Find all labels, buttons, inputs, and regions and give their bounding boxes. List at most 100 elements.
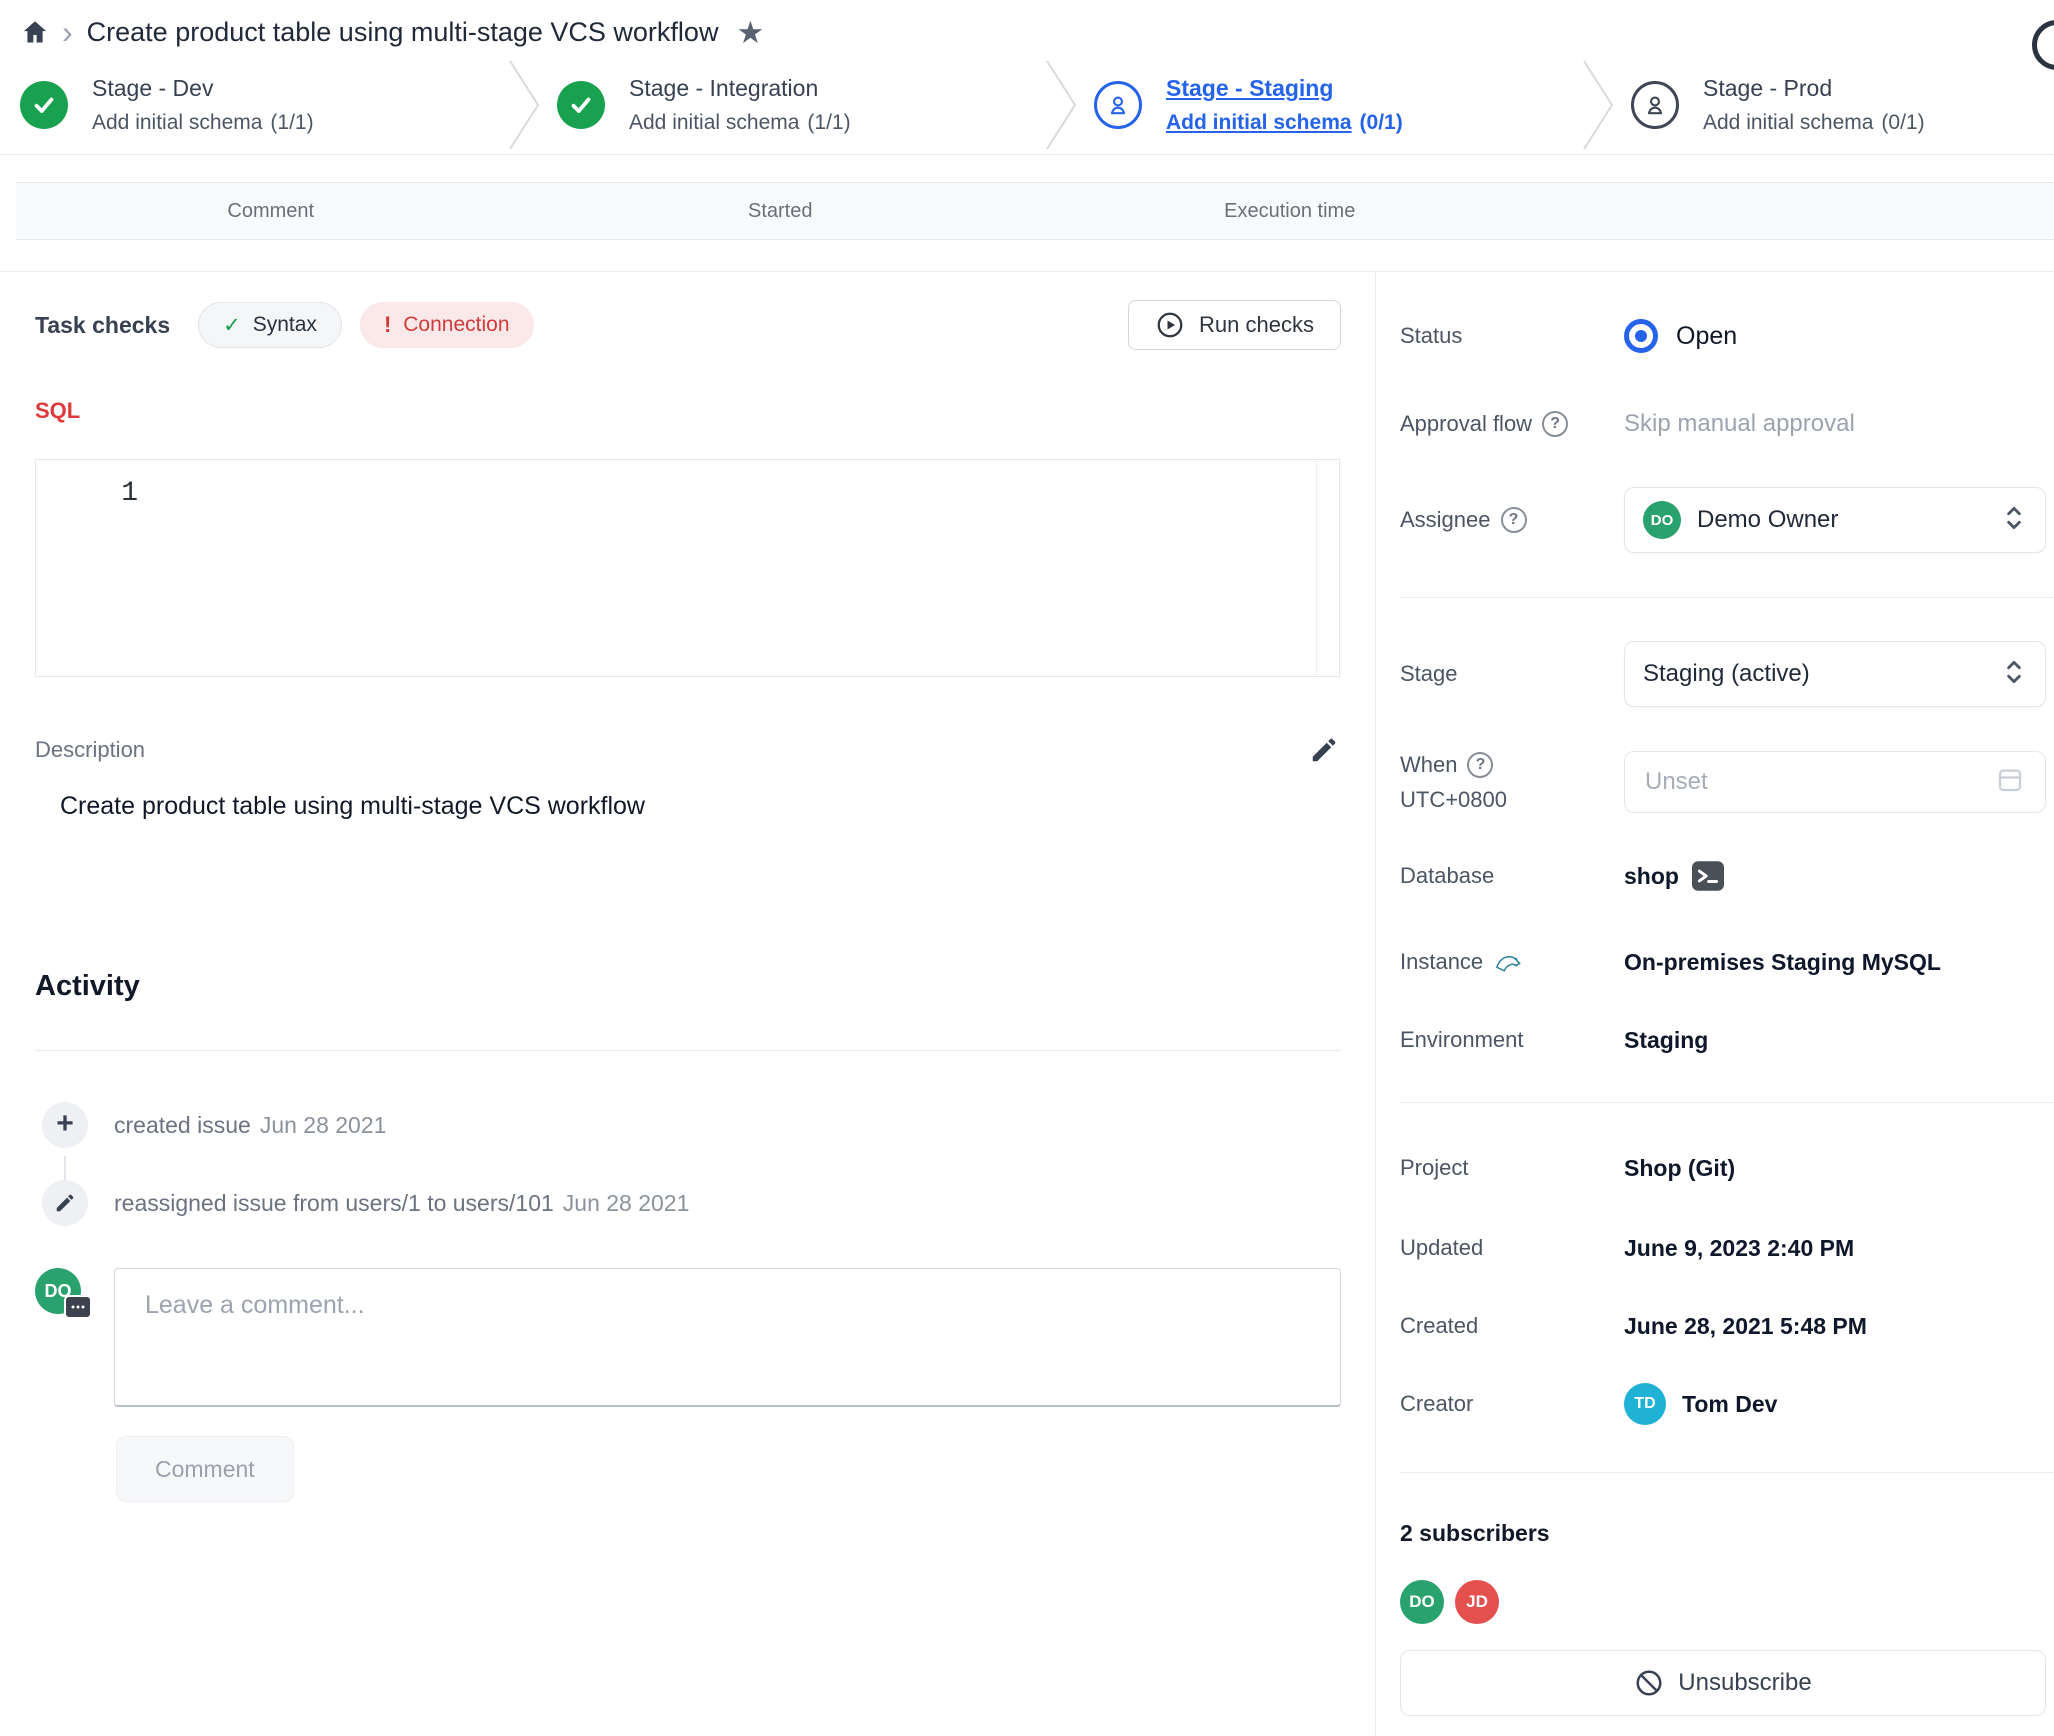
breadcrumb-chevron-icon: ›	[62, 14, 73, 50]
database-label: Database	[1400, 863, 1495, 888]
breadcrumb: › Create product table using multi-stage…	[20, 12, 764, 52]
activity-action: created issue	[114, 1111, 251, 1138]
status-row: Status Open	[1400, 312, 2046, 360]
sql-console-icon[interactable]	[1691, 861, 1724, 891]
current-user-avatar: DO	[35, 1268, 92, 1319]
sql-editor[interactable]: 1	[35, 459, 1340, 677]
project-value: Shop (Git)	[1624, 1154, 1736, 1181]
approval-flow-label: Approval flow	[1400, 411, 1533, 436]
when-placeholder: Unset	[1645, 768, 1708, 795]
stage-separator	[1027, 59, 1094, 151]
stage-task-count: (0/1)	[1359, 111, 1403, 134]
chat-bubble-icon	[64, 1295, 92, 1319]
when-row: When ? UTC+0800 Unset	[1400, 750, 2046, 814]
stage-task-count: (0/1)	[1881, 111, 1925, 134]
instance-row: Instance On-premises Staging MySQL	[1400, 938, 2046, 986]
sidebar-divider	[1400, 597, 2054, 598]
description-header: Description	[35, 730, 1341, 770]
star-icon[interactable]: ★	[736, 14, 765, 50]
stage-person-icon	[1094, 81, 1142, 129]
check-icon: ✓	[223, 313, 241, 337]
created-label: Created	[1400, 1313, 1479, 1338]
updown-chevron-icon	[2001, 657, 2027, 692]
database-value: shop	[1624, 862, 1679, 889]
activity-item-reassigned: reassigned issue from users/1 to users/1…	[42, 1180, 689, 1226]
task-checks-label: Task checks	[35, 311, 171, 338]
subscribers-avatars: DO JD	[1400, 1580, 1499, 1624]
assignee-value: Demo Owner	[1697, 506, 1839, 533]
stage-staging[interactable]: Stage - Staging Add initial schema (0/1)	[1094, 75, 1564, 135]
activity-action: reassigned issue from users/1 to users/1…	[114, 1189, 554, 1216]
updated-value: June 9, 2023 2:40 PM	[1624, 1234, 1855, 1261]
assignee-row: Assignee ? DO Demo Owner	[1400, 486, 2046, 554]
syntax-check-badge[interactable]: ✓ Syntax	[198, 302, 342, 348]
task-checks-row: Task checks ✓ Syntax ! Connection Run ch…	[35, 300, 1341, 350]
status-label: Status	[1400, 323, 1463, 348]
play-circle-icon	[1155, 310, 1185, 340]
assignee-select[interactable]: DO Demo Owner	[1624, 487, 2046, 553]
stage-integration[interactable]: Stage - Integration Add initial schema (…	[557, 75, 1027, 135]
activity-heading: Activity	[35, 970, 140, 1002]
run-checks-button[interactable]: Run checks	[1128, 300, 1341, 350]
home-icon[interactable]	[20, 17, 50, 47]
environment-row: Environment Staging	[1400, 1016, 2046, 1064]
stage-person-icon	[1631, 81, 1679, 129]
status-radio[interactable]	[1624, 319, 1658, 353]
column-started: Started	[748, 199, 813, 222]
question-icon[interactable]: ?	[1542, 411, 1569, 437]
sidebar-divider	[1400, 1472, 2054, 1473]
stage-task-count: (1/1)	[270, 111, 314, 134]
sql-line-number: 1	[121, 478, 138, 509]
task-table-header: Comment Started Execution time	[16, 182, 2054, 240]
unsubscribe-button[interactable]: Unsubscribe	[1400, 1650, 2046, 1716]
stage-task-link[interactable]: Add initial schema	[1166, 111, 1352, 134]
stage-select[interactable]: Staging (active)	[1624, 641, 2046, 707]
page-title: Create product table using multi-stage V…	[86, 16, 719, 47]
stage-dev[interactable]: Stage - Dev Add initial schema (1/1)	[20, 75, 490, 135]
stage-separator	[490, 59, 557, 151]
question-icon[interactable]: ?	[1500, 507, 1527, 533]
page-header: › Create product table using multi-stage…	[0, 0, 2054, 155]
edit-description-icon[interactable]	[1307, 733, 1341, 767]
assignee-avatar: DO	[1643, 501, 1681, 539]
stage-value: Staging (active)	[1643, 660, 1810, 687]
updated-label: Updated	[1400, 1235, 1484, 1260]
question-icon[interactable]: ?	[1467, 751, 1494, 778]
header-divider	[0, 271, 2054, 272]
stage-row: Stage Staging (active)	[1400, 641, 2046, 707]
instance-label: Instance	[1400, 949, 1484, 974]
database-row: Database shop	[1400, 852, 2046, 900]
mysql-icon	[1493, 948, 1523, 976]
subscriber-avatar: DO	[1400, 1580, 1444, 1624]
activity-divider	[35, 1050, 1341, 1051]
comment-button[interactable]: Comment	[116, 1436, 294, 1502]
stage-title-link[interactable]: Stage - Staging	[1166, 75, 1334, 101]
creator-avatar: TD	[1624, 1383, 1666, 1425]
database-link[interactable]: shop	[1624, 861, 1724, 891]
exclamation-icon: !	[383, 312, 392, 337]
comment-input[interactable]	[114, 1268, 1341, 1407]
when-date-input[interactable]: Unset	[1624, 751, 2046, 813]
creator-row: Creator TD Tom Dev	[1400, 1380, 2046, 1428]
environment-value: Staging	[1624, 1026, 1709, 1053]
updown-chevron-icon	[2001, 503, 2027, 538]
when-label: When	[1400, 751, 1458, 777]
activity-date: Jun 28 2021	[562, 1189, 690, 1216]
prohibited-icon	[1634, 1668, 1664, 1698]
stage-task-link[interactable]: Add initial schema	[92, 111, 263, 134]
issue-sidebar: Status Open Approval flow ? Skip manual …	[1376, 272, 2054, 1736]
created-row: Created June 28, 2021 5:48 PM	[1400, 1302, 2046, 1350]
connection-check-badge[interactable]: ! Connection	[359, 302, 534, 348]
stage-prod[interactable]: Stage - Prod Add initial schema (0/1)	[1631, 75, 2054, 135]
description-text: Create product table using multi-stage V…	[60, 792, 645, 820]
project-label: Project	[1400, 1155, 1469, 1180]
activity-item-created: + created issue Jun 28 2021	[42, 1102, 386, 1148]
subscribers-heading: 2 subscribers	[1400, 1520, 1550, 1546]
plus-icon: +	[42, 1102, 88, 1148]
column-execution-time: Execution time	[1224, 199, 1356, 222]
stage-task-link[interactable]: Add initial schema	[629, 111, 800, 134]
run-checks-label: Run checks	[1199, 312, 1314, 337]
stage-task-link[interactable]: Add initial schema	[1703, 111, 1874, 134]
activity-date: Jun 28 2021	[259, 1111, 387, 1138]
